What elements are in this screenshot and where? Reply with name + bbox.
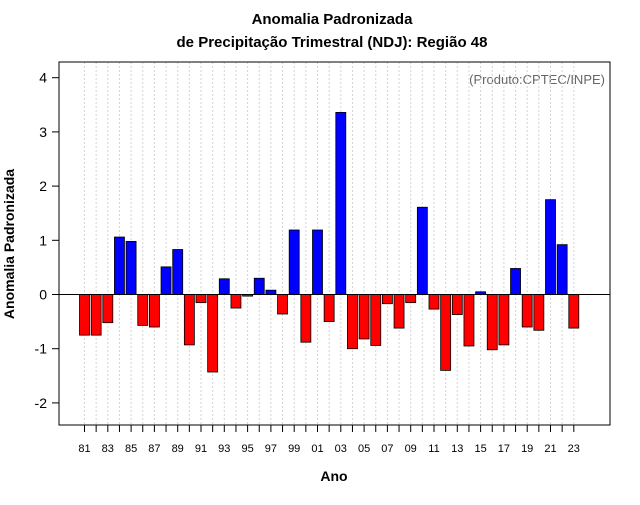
- x-tick-label: 19: [521, 443, 533, 455]
- bar-84: [114, 236, 125, 295]
- x-tick-label: 97: [265, 443, 277, 455]
- bar-92: [207, 294, 219, 373]
- x-tick-label: 05: [358, 443, 370, 455]
- bar-81: [79, 294, 90, 336]
- bar-04: [347, 294, 358, 350]
- bar-16: [486, 294, 498, 351]
- bar-86: [137, 294, 149, 326]
- bar-13: [451, 294, 463, 315]
- x-tick-label: 91: [195, 443, 207, 455]
- y-tick-label: 4: [39, 70, 47, 86]
- x-tick-label: 83: [102, 443, 114, 455]
- x-tick-label: 95: [241, 443, 253, 455]
- x-tick-label: 13: [451, 443, 463, 455]
- y-tick-label: 0: [39, 287, 47, 303]
- bar-98: [277, 294, 288, 315]
- bar-96: [253, 277, 265, 295]
- x-tick-label: 03: [335, 443, 347, 455]
- bars: [79, 111, 580, 373]
- x-tick-label: 07: [381, 443, 393, 455]
- y-tick-label: 1: [39, 232, 47, 248]
- x-tick-label: 09: [405, 443, 417, 455]
- bar-19: [521, 294, 533, 328]
- bar-12: [440, 294, 452, 371]
- bar-97: [265, 289, 277, 295]
- plot-frame: [58, 61, 611, 426]
- y-tick-label: -1: [35, 341, 48, 357]
- y-tick-label: 3: [39, 124, 47, 140]
- x-tick-label: 81: [78, 443, 90, 455]
- bar-11: [428, 294, 440, 310]
- bar-93: [218, 278, 230, 295]
- x-tick-label: 15: [474, 443, 486, 455]
- y-tick-label: 2: [39, 178, 47, 194]
- bar-21: [545, 199, 556, 295]
- chart-title: Anomalia Padronizada: [252, 11, 414, 28]
- bar-23: [568, 294, 580, 329]
- x-tick-label: 89: [172, 443, 184, 455]
- bar-09: [405, 294, 417, 304]
- bar-89: [172, 249, 184, 295]
- bar-14: [463, 294, 475, 347]
- x-axis-label: Ano: [320, 468, 347, 484]
- x-tick-label: 99: [288, 443, 300, 455]
- bar-88: [160, 266, 172, 295]
- bar-20: [533, 294, 545, 331]
- x-tick-label: 87: [148, 443, 160, 455]
- x-tick-label: 17: [498, 443, 510, 455]
- bar-85: [125, 240, 137, 295]
- product-annotation: (Produto:CPTEC/INPE): [469, 72, 605, 87]
- chart-subtitle: de Precipitação Trimestral (NDJ): Região…: [177, 34, 488, 51]
- bar-82: [90, 294, 102, 336]
- bar-99: [288, 229, 300, 295]
- bar-91: [195, 294, 207, 304]
- x-tick-label: 93: [218, 443, 230, 455]
- bar-22: [556, 244, 568, 295]
- bar-17: [498, 294, 510, 346]
- x-tick-label: 23: [568, 443, 580, 455]
- bar-08: [393, 294, 405, 329]
- bar-18: [510, 268, 521, 295]
- grid-lines: [84, 62, 575, 425]
- bar-87: [148, 294, 160, 328]
- bar-01: [312, 229, 323, 295]
- x-tick-label: 11: [428, 443, 439, 455]
- x-tick-label: 85: [125, 443, 137, 455]
- y-tick-label: -2: [35, 395, 48, 411]
- bar-05: [358, 294, 370, 340]
- bar-02: [323, 294, 335, 323]
- x-tick-label: 01: [311, 443, 323, 455]
- bar-83: [102, 294, 114, 324]
- bar-94: [230, 294, 242, 309]
- bar-00: [300, 294, 312, 343]
- bar-10: [416, 206, 428, 295]
- y-axis-label: Anomalia Padronizada: [1, 169, 17, 319]
- bar-03: [335, 111, 347, 295]
- bar-06: [370, 294, 382, 346]
- x-tick-label: 21: [544, 443, 556, 455]
- bar-90: [183, 294, 195, 346]
- bar-07: [381, 294, 393, 305]
